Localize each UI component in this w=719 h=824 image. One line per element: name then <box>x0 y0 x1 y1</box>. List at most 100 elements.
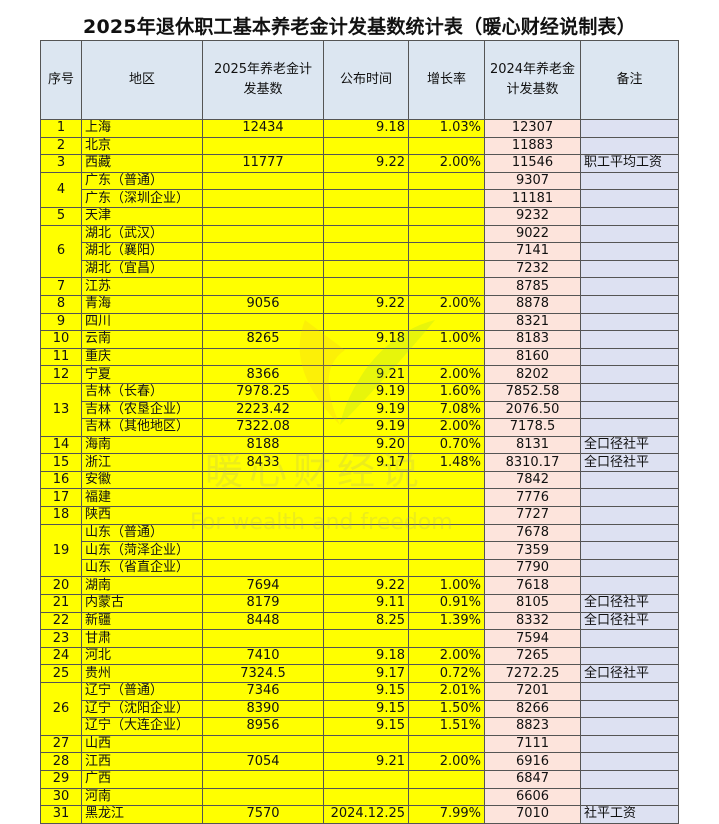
date-cell <box>323 136 409 156</box>
table-row: 10 云南 8265 9.18 1.00% 8183 <box>40 330 679 349</box>
row-number: 26 <box>40 682 82 736</box>
region-cell: 吉林（其他地区） <box>81 418 203 437</box>
note-cell <box>580 541 679 560</box>
row-number: 12 <box>40 365 82 384</box>
base-2024-cell: 9232 <box>484 206 581 226</box>
header-growth: 增长率 <box>408 40 485 120</box>
note-cell: 全口径社平 <box>580 453 679 472</box>
region-cell: 天津 <box>81 206 203 226</box>
note-cell <box>580 523 679 543</box>
note-cell <box>580 558 679 578</box>
table-row: 23 甘肃 7594 <box>40 629 679 648</box>
base-2025-cell: 7054 <box>202 752 324 771</box>
row-number: 13 <box>40 382 82 437</box>
date-cell <box>323 769 409 789</box>
region-cell: 新疆 <box>81 611 203 631</box>
region-cell: 山东（普通） <box>81 523 203 543</box>
table-row: 9 四川 8321 <box>40 312 679 332</box>
base-2025-cell <box>202 523 324 543</box>
note-cell: 全口径社平 <box>580 611 679 631</box>
note-cell <box>580 171 679 191</box>
table-row: 26 辽宁（普通） 7346 9.15 2.01% 7201 <box>40 682 679 736</box>
base-2024-cell: 7272.25 <box>484 664 581 683</box>
base-2024-cell: 7852.58 <box>484 382 581 402</box>
region-cell: 广东（深圳企业） <box>81 189 203 208</box>
base-2024-cell: 8823 <box>484 717 581 736</box>
date-cell: 9.22 <box>323 576 409 596</box>
date-cell: 9.18 <box>323 330 409 349</box>
region-cell: 浙江 <box>81 453 203 472</box>
region-cell: 北京 <box>81 136 203 156</box>
growth-cell: 1.00% <box>408 576 485 596</box>
table-row: 24 河北 7410 9.18 2.00% 7265 <box>40 646 679 666</box>
note-cell <box>580 365 679 384</box>
growth-cell <box>408 206 485 226</box>
growth-cell <box>408 242 485 261</box>
region-cell: 安徽 <box>81 470 203 490</box>
table-row: 29 广西 6847 <box>40 769 679 789</box>
table-row: 1 上海 12434 9.18 1.03% 12307 <box>40 119 679 138</box>
table-row: 湖北（襄阳） 7141 <box>41 242 679 261</box>
region-cell: 辽宁（大连企业） <box>81 717 203 736</box>
row-number: 7 <box>40 277 82 296</box>
base-2024-cell: 7594 <box>484 629 581 648</box>
date-cell: 9.21 <box>323 752 409 771</box>
region-cell: 辽宁（沈阳企业） <box>81 699 203 719</box>
date-cell: 9.22 <box>323 154 409 173</box>
note-cell <box>580 488 679 508</box>
base-2025-cell <box>202 347 324 367</box>
region-cell: 广西 <box>81 769 203 789</box>
growth-cell <box>408 224 485 244</box>
date-cell: 9.18 <box>323 646 409 666</box>
base-2024-cell: 7010 <box>484 805 581 824</box>
table-row: 山东（省直企业） 7790 <box>41 558 679 578</box>
date-cell <box>323 224 409 244</box>
growth-cell <box>408 189 485 208</box>
base-2025-cell <box>202 787 324 807</box>
base-2024-cell: 9022 <box>484 224 581 244</box>
table-row: 湖北（宜昌） 7232 <box>41 259 679 279</box>
table-row: 20 湖南 7694 9.22 1.00% 7618 <box>40 576 679 596</box>
table-row: 7 江苏 8785 <box>40 277 679 296</box>
header-row: 序号 地区 2025年养老金计 发基数 公布时间 增长率 2024年养老金 计发基数… <box>40 40 679 120</box>
base-2024-cell: 7618 <box>484 576 581 596</box>
growth-cell <box>408 312 485 332</box>
note-cell: 社平工资 <box>580 805 679 824</box>
base-2024-cell: 7141 <box>484 242 581 261</box>
row-number: 10 <box>40 330 82 349</box>
base-2025-cell <box>202 541 324 560</box>
note-cell <box>580 752 679 771</box>
header-base-2024-line2: 计发基数 <box>506 82 559 97</box>
base-2025-cell: 7410 <box>202 646 324 666</box>
date-cell <box>323 506 409 525</box>
growth-cell <box>408 259 485 279</box>
note-cell <box>580 347 679 367</box>
base-2024-cell: 7359 <box>484 541 581 560</box>
region-cell: 湖北（武汉） <box>81 224 203 244</box>
base-2024-cell: 11181 <box>484 189 581 208</box>
table-row: 14 海南 8188 9.20 0.70% 8131 全口径社平 <box>40 435 679 455</box>
note-cell <box>580 312 679 332</box>
base-2024-cell: 6606 <box>484 787 581 807</box>
row-number: 18 <box>40 506 82 525</box>
date-cell <box>323 312 409 332</box>
base-2025-cell: 8265 <box>202 330 324 349</box>
growth-cell: 1.03% <box>408 119 485 138</box>
base-2025-cell: 2223.42 <box>202 400 324 420</box>
region-cell: 西藏 <box>81 154 203 173</box>
date-cell <box>323 488 409 508</box>
growth-cell: 2.01% <box>408 682 485 701</box>
region-cell: 重庆 <box>81 347 203 367</box>
note-cell <box>580 382 679 402</box>
date-cell: 9.11 <box>323 594 409 613</box>
growth-cell: 2.00% <box>408 752 485 771</box>
growth-cell <box>408 136 485 156</box>
base-2025-cell <box>202 224 324 244</box>
region-cell: 山东（省直企业） <box>81 558 203 578</box>
date-cell <box>323 558 409 578</box>
base-2024-cell: 8321 <box>484 312 581 332</box>
row-number: 24 <box>40 646 82 666</box>
base-2025-cell <box>202 769 324 789</box>
table-row: 19 山东（普通） 7678 <box>40 523 679 578</box>
base-2024-cell: 7232 <box>484 259 581 279</box>
